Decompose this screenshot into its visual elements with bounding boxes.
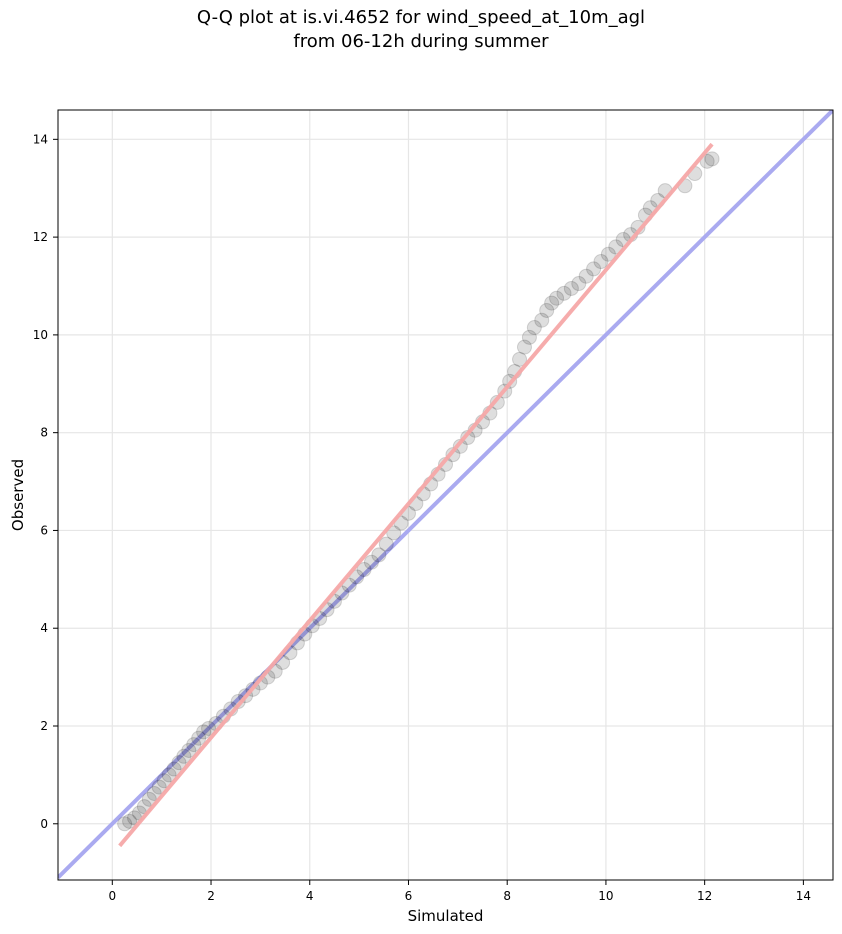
- data-point-12: [176, 748, 192, 764]
- data-point-17: [201, 720, 217, 736]
- x-tick-label-6: 12: [697, 889, 712, 903]
- data-point-73: [593, 254, 609, 270]
- data-point-15: [191, 730, 207, 746]
- data-point-7: [151, 779, 167, 795]
- data-point-13: [181, 742, 197, 758]
- y-tick-label-4: 8: [40, 426, 48, 440]
- y-tick-label-0: 0: [40, 817, 48, 831]
- y-axis-label: Observed: [9, 459, 27, 531]
- x-tick-label-2: 4: [306, 889, 314, 903]
- axis-ticks: 0 2 4 6 8 10 12 14 0 2 4 6 8 10 12 14: [33, 132, 811, 903]
- data-point-61: [516, 339, 532, 355]
- data-point-39: [363, 554, 379, 570]
- y-tick-label-7: 14: [33, 132, 48, 146]
- data-point-60: [512, 351, 528, 367]
- data-point-0: [117, 816, 133, 832]
- data-point-56: [489, 394, 505, 410]
- data-point-66: [544, 295, 560, 311]
- x-axis-label: Simulated: [408, 907, 484, 925]
- x-tick-label-5: 10: [598, 889, 613, 903]
- x-tick-label-0: 0: [108, 889, 116, 903]
- data-point-10: [166, 761, 182, 777]
- data-point-64: [534, 312, 550, 328]
- data-point-72: [586, 261, 602, 277]
- fit-line-group: [118, 142, 714, 848]
- data-point-74: [600, 246, 616, 262]
- x-tick-label-7: 14: [796, 889, 811, 903]
- data-point-67: [549, 290, 565, 306]
- reference-line: [58, 110, 833, 879]
- data-point-42: [386, 525, 402, 541]
- data-point-11: [171, 755, 187, 771]
- chart-title-line-2: from 06-12h during summer: [293, 31, 549, 52]
- data-point-9: [161, 767, 177, 783]
- plot-frame: [57, 109, 834, 881]
- data-point-69: [563, 280, 579, 296]
- data-point-38: [356, 562, 372, 578]
- data-point-86: [704, 151, 720, 167]
- x-tick-label-4: 8: [503, 889, 511, 903]
- data-point-1: [122, 813, 138, 829]
- y-tick-label-5: 10: [33, 328, 48, 342]
- data-point-41: [378, 536, 394, 552]
- fit-line: [118, 142, 714, 848]
- data-point-16: [196, 724, 212, 740]
- data-point-37: [349, 569, 365, 585]
- data-point-62: [521, 329, 537, 345]
- x-tick-label-1: 2: [207, 889, 215, 903]
- y-tick-label-2: 4: [40, 621, 48, 635]
- x-tick-label-3: 6: [405, 889, 413, 903]
- data-point-24: [252, 675, 268, 691]
- data-points: [117, 151, 720, 832]
- data-point-63: [526, 320, 542, 336]
- data-point-68: [556, 285, 572, 301]
- data-point-8: [156, 773, 172, 789]
- y-tick-label-1: 2: [40, 719, 48, 733]
- data-point-40: [371, 547, 387, 563]
- chart-title-line-1: Q-Q plot at is.vi.4652 for wind_speed_at…: [196, 7, 646, 28]
- reference-line-group: [58, 110, 833, 879]
- grid: [58, 110, 833, 880]
- y-tick-label-3: 6: [40, 523, 48, 537]
- data-point-70: [571, 276, 587, 292]
- data-point-65: [539, 302, 555, 318]
- data-point-14: [186, 737, 202, 753]
- data-point-71: [578, 268, 594, 284]
- y-tick-label-6: 12: [33, 230, 48, 244]
